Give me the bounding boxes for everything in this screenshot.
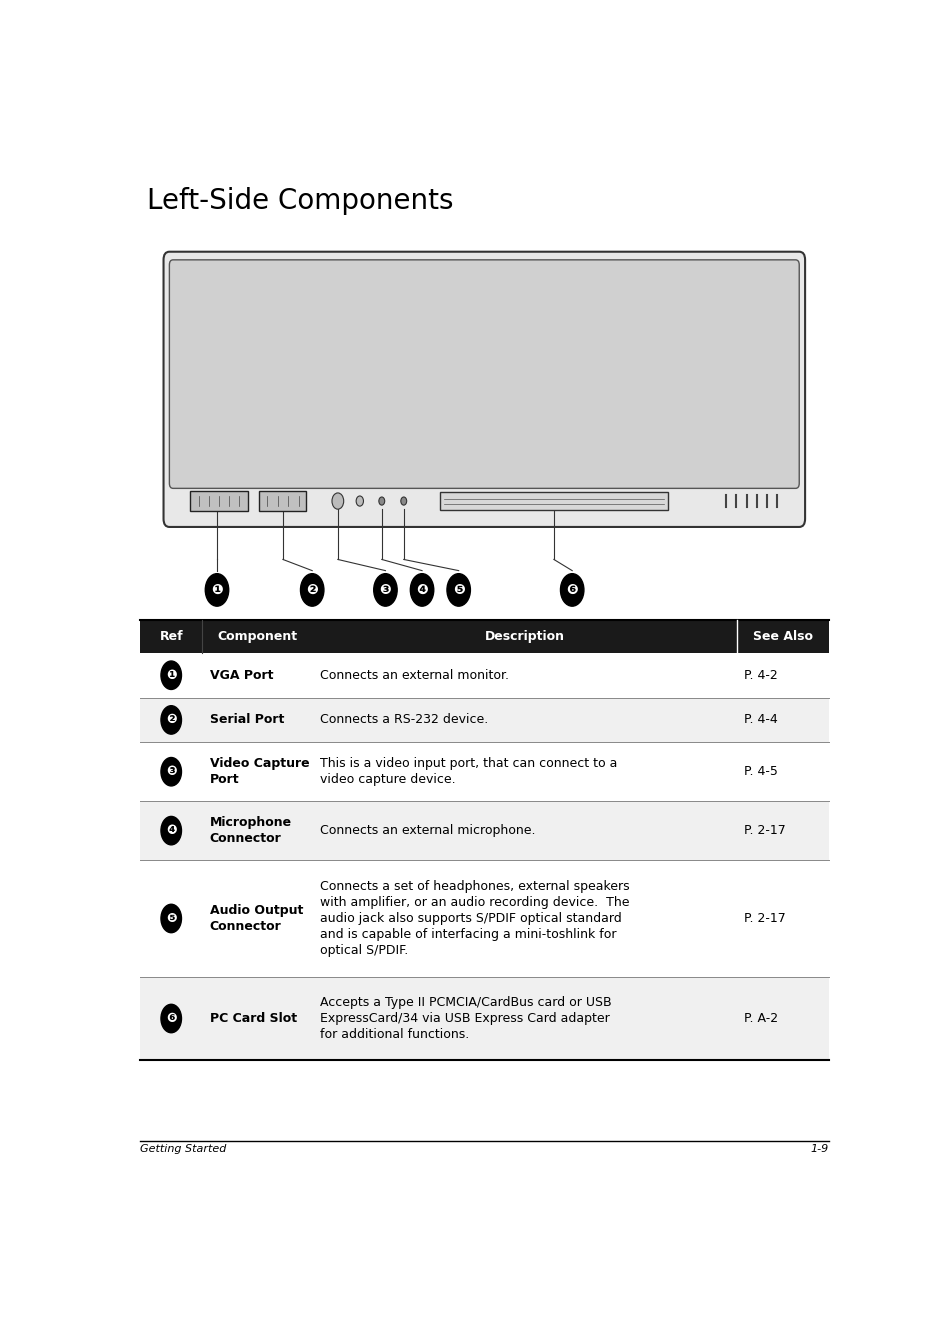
Text: ❻: ❻ — [166, 1012, 177, 1025]
Circle shape — [160, 1004, 181, 1033]
Text: 1-9: 1-9 — [809, 1144, 828, 1154]
Text: ❷: ❷ — [166, 714, 177, 727]
Circle shape — [447, 574, 470, 607]
Circle shape — [410, 574, 433, 607]
Text: ❹: ❹ — [166, 824, 177, 838]
Text: Connects a RS-232 device.: Connects a RS-232 device. — [319, 714, 487, 727]
Circle shape — [160, 661, 181, 690]
FancyBboxPatch shape — [140, 698, 828, 743]
Text: P. 2-17: P. 2-17 — [744, 824, 785, 838]
Text: Ref: Ref — [160, 630, 183, 644]
Text: ❸: ❸ — [166, 765, 177, 778]
Text: Connects an external monitor.: Connects an external monitor. — [319, 669, 508, 682]
FancyBboxPatch shape — [140, 801, 828, 860]
Text: Component: Component — [217, 630, 297, 644]
Text: This is a video input port, that can connect to a
video capture device.: This is a video input port, that can con… — [319, 757, 616, 786]
Text: Getting Started: Getting Started — [140, 1144, 227, 1154]
FancyBboxPatch shape — [140, 977, 828, 1060]
Text: Description: Description — [484, 630, 564, 644]
Text: ❶: ❶ — [211, 583, 223, 598]
FancyBboxPatch shape — [140, 743, 828, 801]
FancyBboxPatch shape — [260, 492, 306, 510]
FancyBboxPatch shape — [140, 653, 828, 698]
Circle shape — [160, 905, 181, 933]
Circle shape — [400, 497, 406, 505]
Text: VGA Port: VGA Port — [210, 669, 273, 682]
Circle shape — [560, 574, 583, 607]
Text: See Also: See Also — [752, 630, 812, 644]
Circle shape — [205, 574, 228, 607]
Text: Audio Output
Connector: Audio Output Connector — [210, 904, 303, 933]
Text: ❻: ❻ — [565, 583, 578, 598]
FancyBboxPatch shape — [163, 252, 804, 528]
Text: P. 4-2: P. 4-2 — [744, 669, 777, 682]
Text: Left-Side Components: Left-Side Components — [147, 187, 453, 215]
Text: Video Capture
Port: Video Capture Port — [210, 757, 309, 786]
Text: PC Card Slot: PC Card Slot — [210, 1012, 296, 1025]
Text: P. 2-17: P. 2-17 — [744, 911, 785, 925]
Text: ❷: ❷ — [306, 583, 318, 598]
FancyBboxPatch shape — [140, 860, 828, 977]
FancyBboxPatch shape — [190, 492, 247, 510]
Text: ❸: ❸ — [379, 583, 391, 598]
Circle shape — [160, 757, 181, 786]
Text: P. A-2: P. A-2 — [744, 1012, 778, 1025]
Text: ❹: ❹ — [415, 583, 428, 598]
Text: Connects a set of headphones, external speakers
with amplifier, or an audio reco: Connects a set of headphones, external s… — [319, 880, 629, 958]
Text: Serial Port: Serial Port — [210, 714, 284, 727]
Text: Accepts a Type II PCMCIA/CardBus card or USB
ExpressCard/34 via USB Express Card: Accepts a Type II PCMCIA/CardBus card or… — [319, 996, 611, 1041]
Text: ❶: ❶ — [166, 669, 177, 682]
Text: Connects an external microphone.: Connects an external microphone. — [319, 824, 534, 838]
FancyBboxPatch shape — [140, 219, 828, 570]
Circle shape — [379, 497, 384, 505]
Circle shape — [160, 706, 181, 735]
Text: Microphone
Connector: Microphone Connector — [210, 816, 292, 845]
Text: ❺: ❺ — [452, 583, 464, 598]
FancyBboxPatch shape — [439, 492, 667, 509]
Circle shape — [160, 816, 181, 845]
Circle shape — [331, 493, 344, 509]
Text: ❺: ❺ — [166, 911, 177, 925]
Text: P. 4-4: P. 4-4 — [744, 714, 777, 727]
Circle shape — [373, 574, 396, 607]
FancyBboxPatch shape — [140, 620, 828, 653]
Circle shape — [356, 496, 363, 506]
Circle shape — [300, 574, 324, 607]
Text: P. 4-5: P. 4-5 — [744, 765, 777, 778]
FancyBboxPatch shape — [169, 260, 799, 488]
